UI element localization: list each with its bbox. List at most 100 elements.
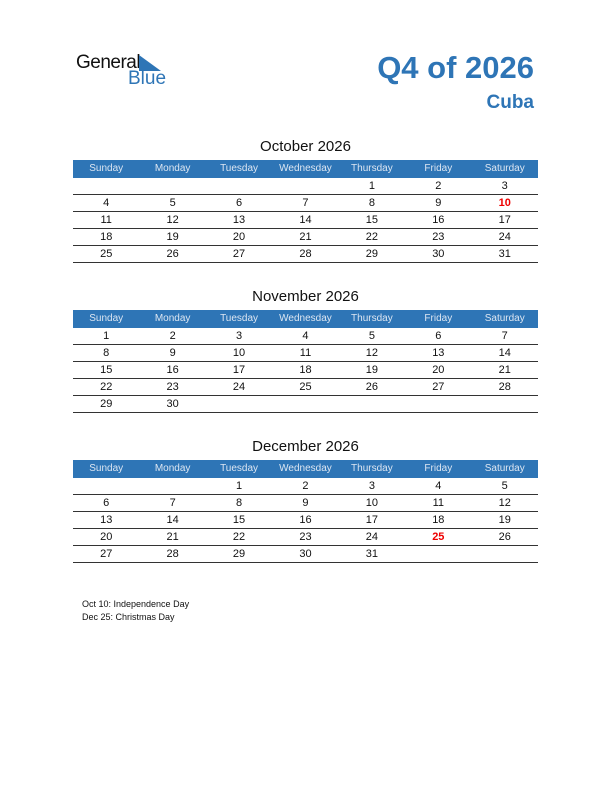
week-row: 18 19 20 21 22 23 24 [73, 229, 538, 246]
day-cell: 15 [232, 514, 246, 526]
weekday-label: Saturday [484, 463, 525, 474]
week-row: 15 16 17 18 19 20 21 [73, 362, 538, 379]
day-cell: 31 [365, 548, 379, 560]
day-cell: 16 [299, 514, 312, 526]
day-cell: 8 [368, 197, 375, 209]
day-cell: 13 [232, 214, 246, 226]
day-cell: 6 [103, 497, 110, 509]
weekday-header: Sunday Monday Tuesday Wednesday Thursday Frid… [73, 160, 538, 178]
weekday-label: Sunday [89, 463, 124, 474]
day-cell: 21 [166, 531, 179, 543]
weekday-header: Sunday Monday Tuesday Wednesday Thursday Frid… [73, 460, 538, 478]
week-row: 22 23 24 25 26 27 28 [73, 379, 538, 396]
day-cell: 29 [232, 548, 246, 560]
weekday-label: Thursday [351, 163, 393, 174]
day-cell: 13 [432, 347, 445, 359]
day-cell: 17 [232, 364, 246, 376]
day-cell: 1 [368, 180, 375, 192]
day-cell: 27 [232, 248, 246, 260]
week-row: 25 26 27 28 29 30 31 [73, 246, 538, 263]
day-cell: 22 [232, 531, 246, 543]
day-cell [139, 178, 205, 194]
logo-triangle-icon [139, 55, 161, 71]
day-cell: 14 [166, 514, 179, 526]
week-row: 4 5 6 7 8 9 10 [73, 195, 538, 212]
day-cell: 8 [103, 347, 110, 359]
weekday-label: Tuesday [220, 313, 259, 324]
day-cell: 24 [498, 231, 511, 243]
day-cell: 6 [435, 330, 442, 342]
page-title: Q4 of 2026 [377, 50, 534, 85]
weekday-label: Wednesday [279, 313, 332, 324]
weekday-label: Wednesday [279, 463, 332, 474]
week-row: 29 30 [73, 396, 538, 413]
week-row: 27 28 29 30 31 [73, 546, 538, 563]
day-cell: 7 [169, 497, 176, 509]
day-cell: 25 [100, 248, 113, 260]
weekday-label: Thursday [351, 313, 393, 324]
day-cell: 8 [235, 497, 243, 509]
day-cell: 27 [100, 548, 113, 560]
day-cell: 15 [365, 214, 379, 226]
day-cell: 9 [435, 197, 442, 209]
day-cell: 17 [498, 214, 511, 226]
day-cell: 23 [299, 531, 312, 543]
day-cell: 22 [365, 231, 379, 243]
day-cell: 24 [365, 531, 379, 543]
day-cell: 20 [232, 231, 246, 243]
holiday-note: Oct 10: Independence Day [82, 599, 190, 609]
day-cell: 9 [169, 347, 176, 359]
day-cell [472, 396, 538, 412]
weekday-label: Tuesday [220, 163, 259, 174]
weekday-label: Friday [424, 463, 453, 474]
month-calendar: October 2026 Sunday Monday Tuesday Wednesday… [73, 137, 538, 263]
day-cell: 31 [498, 248, 511, 260]
weekday-label: Friday [424, 313, 453, 324]
day-cell: 7 [302, 197, 309, 209]
weekday-label: Monday [154, 163, 191, 174]
day-cell [272, 396, 338, 412]
country-label: Cuba [486, 92, 535, 113]
day-cell: 26 [365, 381, 379, 393]
day-cell: 2 [435, 180, 442, 192]
day-cell: 26 [166, 248, 179, 260]
day-cell: 29 [100, 398, 113, 410]
month-title: December 2026 [252, 438, 359, 455]
day-cell: 20 [432, 364, 445, 376]
holiday-day-cell: 10 [498, 197, 511, 209]
day-cell: 7 [501, 330, 508, 342]
day-cell: 12 [166, 214, 179, 226]
day-cell: 5 [368, 330, 375, 342]
holiday-notes: Oct 10: Independence Day Dec 25: Christm… [82, 598, 189, 624]
day-cell: 23 [432, 231, 445, 243]
day-cell: 17 [365, 514, 379, 526]
day-cell: 16 [166, 364, 179, 376]
weekday-label: Thursday [351, 463, 393, 474]
day-cell: 1 [103, 330, 110, 342]
week-row: 1 2 3 4 5 6 7 [73, 328, 538, 345]
day-cell: 24 [232, 381, 246, 393]
day-cell: 11 [432, 497, 445, 509]
weekday-label: Monday [154, 463, 191, 474]
day-cell: 18 [299, 364, 312, 376]
day-cell: 26 [498, 531, 511, 543]
day-cell: 1 [235, 480, 243, 492]
day-cell: 9 [302, 497, 309, 509]
day-cell: 5 [169, 197, 176, 209]
day-cell: 21 [498, 364, 511, 376]
week-row: 1 2 3 [73, 178, 538, 195]
day-cell: 3 [501, 180, 508, 192]
day-cell: 4 [302, 330, 309, 342]
day-cell: 5 [501, 480, 508, 492]
week-row: 13 14 15 16 17 18 19 [73, 512, 538, 529]
day-cell: 20 [100, 531, 113, 543]
day-cell [405, 396, 471, 412]
week-row: 6 7 8 9 10 11 12 [73, 495, 538, 512]
logo-general-text: General [76, 52, 141, 73]
day-cell: 30 [166, 398, 179, 410]
day-cell: 13 [100, 514, 113, 526]
day-cell [472, 546, 538, 562]
day-cell: 28 [498, 381, 511, 393]
day-cell [206, 396, 272, 412]
